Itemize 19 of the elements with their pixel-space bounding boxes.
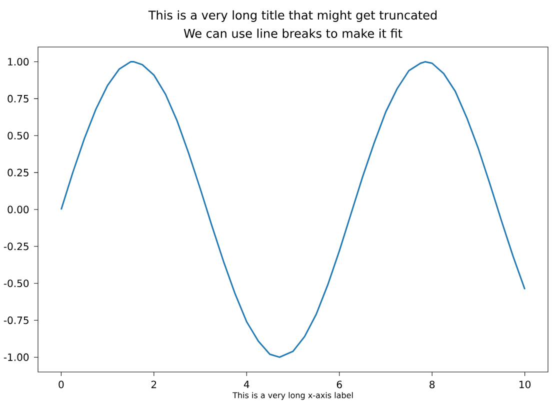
y-tick-label: -1.00 [4, 353, 29, 361]
x-tick-label: 0 [58, 380, 64, 388]
x-tick-label: 4 [244, 380, 250, 388]
chart-subtitle: We can use line breaks to make it fit [184, 28, 402, 38]
y-tick-label: 0.75 [8, 94, 28, 102]
x-tick-label: 6 [336, 380, 342, 388]
x-tick-label: 2 [151, 380, 156, 388]
y-tick-label: -0.25 [4, 242, 28, 250]
y-tick-label: 1.00 [8, 58, 29, 66]
y-tick-label: 0.50 [8, 132, 29, 140]
line-series [60, 61, 526, 358]
y-tick-label: 0.00 [8, 206, 29, 214]
y-tick-label: -0.75 [4, 316, 28, 324]
chart-title: This is a very long title that might get truncated [148, 10, 437, 22]
y-tick-label: 0.25 [8, 168, 28, 176]
x-tick-label: 8 [430, 380, 435, 388]
y-tick-label: -0.50 [4, 280, 29, 288]
x-axis-title: This is a very long x-axis label [232, 392, 353, 400]
x-tick-label: 10 [520, 380, 531, 388]
